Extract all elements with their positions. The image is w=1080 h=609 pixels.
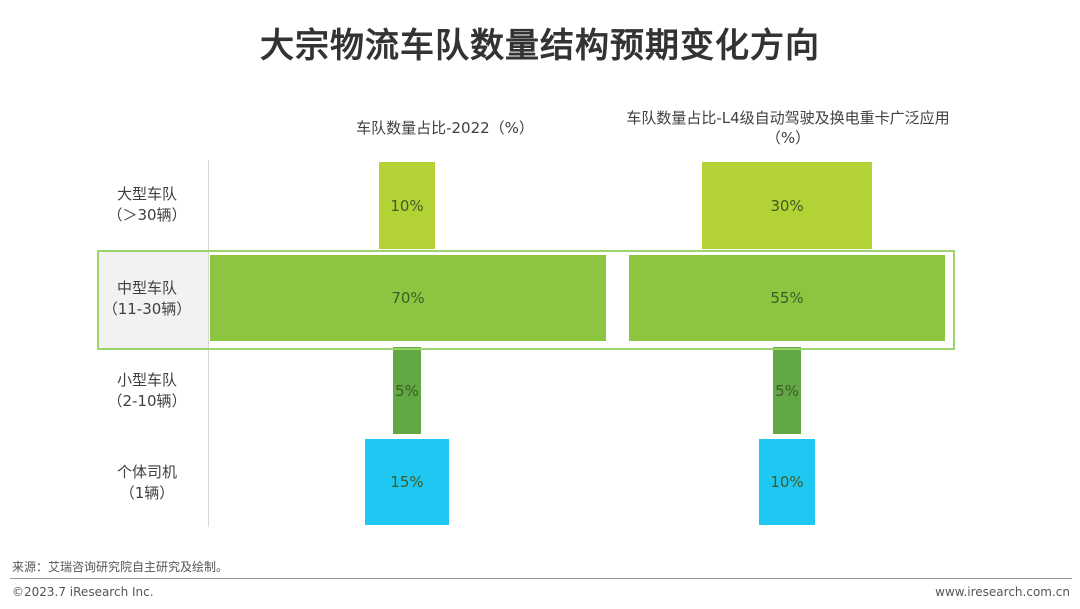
bar-individual-driver-l4: 10% [758,439,816,525]
row-label-medium-fleet-line1: 中型车队 [116,279,177,297]
row-label-large-fleet-line1: 大型车队 [116,185,177,203]
bar-label-individual-driver-l4: 10% [770,473,804,491]
column-header-2022-text: 车队数量占比-2022（%） [356,119,534,137]
copyright: ©2023.7 iResearch Inc. [12,585,154,599]
axis-divider [208,160,209,527]
row-label-small-fleet: 小型车队 （2-10辆） [92,370,202,412]
row-label-large-fleet-line2: （＞30辆） [107,206,187,224]
row-label-small-fleet-line1: 小型车队 [116,371,177,389]
bar-small-fleet-2022: 5% [392,347,422,434]
column-header-l4-line1: 车队数量占比-L4级自动驾驶及换电重卡广泛应用 [626,109,950,127]
bar-label-small-fleet-2022: 5% [395,381,419,400]
highlight-row-border [97,250,955,350]
row-label-medium-fleet: 中型车队 （11-30辆） [92,278,202,320]
row-label-medium-fleet-line2: （11-30辆） [102,300,192,318]
footer-divider [10,578,1072,579]
bar-label-medium-fleet-2022: 70% [391,289,425,307]
bar-small-fleet-l4: 5% [772,347,802,434]
bar-label-medium-fleet-l4: 55% [770,289,804,307]
bar-label-individual-driver-2022: 15% [390,473,424,491]
row-label-individual-driver-line2: （1辆） [119,484,175,502]
source-note: 来源：艾瑞咨询研究院自主研究及绘制。 [12,560,229,574]
bar-large-fleet-l4: 30% [702,162,872,249]
row-label-individual-driver-line1: 个体司机 [116,463,177,481]
row-label-small-fleet-line2: （2-10辆） [107,392,187,410]
bar-label-small-fleet-l4: 5% [775,381,799,400]
column-header-l4-line2: （%） [765,129,811,147]
bar-medium-fleet-2022: 70% [210,255,606,341]
column-header-2022: 车队数量占比-2022（%） [300,118,590,138]
column-header-l4: 车队数量占比-L4级自动驾驶及换电重卡广泛应用 （%） [598,108,978,148]
bar-label-large-fleet-2022: 10% [390,196,424,215]
highlight-row-background [99,252,208,348]
bar-label-large-fleet-l4: 30% [770,196,804,215]
bar-individual-driver-2022: 15% [364,439,450,525]
row-label-large-fleet: 大型车队 （＞30辆） [92,184,202,226]
bar-large-fleet-2022: 10% [378,162,436,249]
chart-title: 大宗物流车队数量结构预期变化方向 [260,26,820,66]
bar-medium-fleet-l4: 55% [629,255,945,341]
website-link[interactable]: www.iresearch.com.cn [935,585,1070,599]
row-label-individual-driver: 个体司机 （1辆） [92,462,202,504]
